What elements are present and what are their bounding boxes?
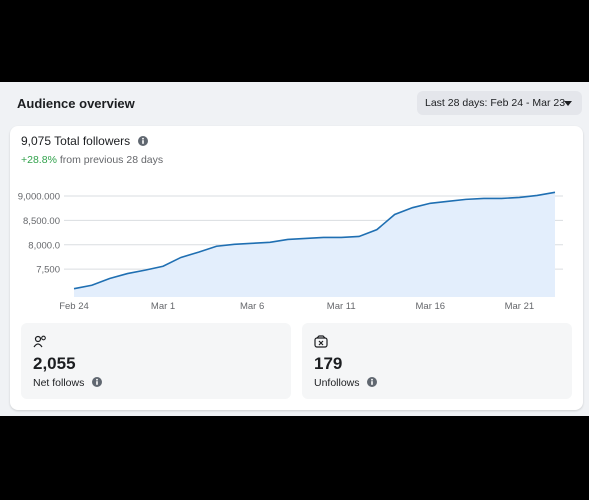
y-tick-label: 7,500 [36,265,60,276]
info-icon[interactable] [367,377,378,387]
chart: 7,500 8,000.0 8,500.00 9,000.000 Feb 24 Mar 1… [18,191,563,312]
area-fill [74,192,555,297]
y-tick-label: 8,500.00 [23,216,60,227]
stat-value: 2,055 [33,354,76,373]
date-range-label: Last 28 days: Feb 24 - Mar 23 [425,97,566,109]
stat-card [21,323,291,399]
date-range-dropdown[interactable]: Last 28 days: Feb 24 - Mar 23 [417,91,582,115]
change-value: +28.8% [21,154,57,166]
stat-label-text: Unfollows [314,377,360,389]
stat-label-text: Net follows [33,377,85,389]
x-tick-label: Mar 16 [416,301,446,312]
caret [564,101,572,106]
stat-label: Unfollows [314,377,378,389]
stat-label: Net follows [33,377,103,389]
x-tick-label: Mar 21 [505,301,535,312]
change-label: from previous 28 days [59,154,164,166]
x-tick-label: Mar 1 [151,301,175,312]
y-tick-label: 9,000.000 [18,191,60,202]
net-follows-icon [33,335,46,348]
x-tick-label: Mar 6 [240,301,264,312]
unfollows-icon [314,335,328,348]
change: +28.8% from previous 28 days [21,154,163,166]
x-tick-label: Feb 24 [59,301,89,312]
line [73,191,556,290]
stat-value: 179 [314,354,343,373]
section-title: Audience overview [17,96,135,111]
y-tick-label: 8,000.0 [28,240,60,251]
total-text: 9,075 Total followers [21,134,131,148]
x-tick-label: Mar 11 [327,301,356,312]
total-followers: 9,075 Total followers [21,134,148,148]
info-icon[interactable] [92,377,103,387]
stat-card [302,323,572,399]
info-icon[interactable] [137,136,148,146]
